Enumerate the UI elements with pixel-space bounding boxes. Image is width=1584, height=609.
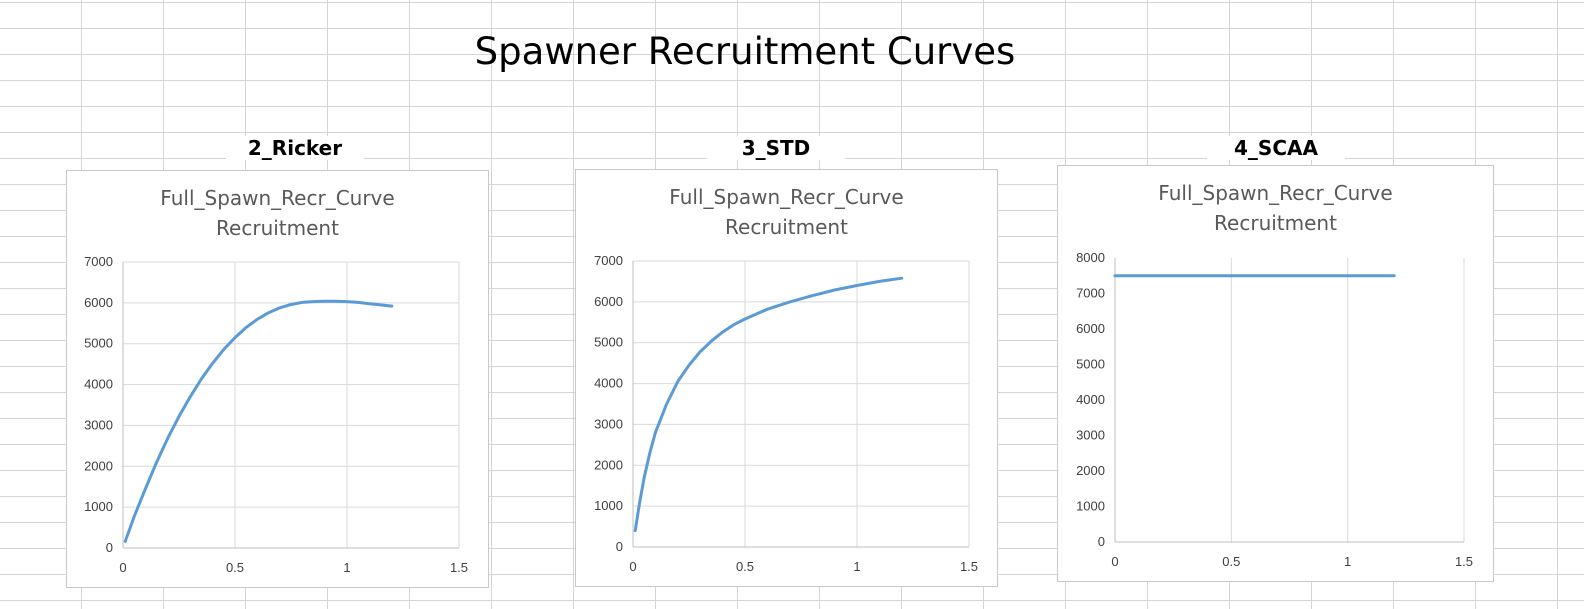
- label-ricker[interactable]: 2_Ricker: [226, 136, 364, 160]
- chart-ricker[interactable]: Full_Spawn_Recr_Curve Recruitment 0 1000 200…: [66, 170, 489, 588]
- x-tick-label: 1.5: [1455, 554, 1473, 569]
- x-tick-label: 0.5: [226, 560, 244, 575]
- x-tick-label: 0.5: [736, 559, 754, 574]
- chart-svg: Full_Spawn_Recr_Curve Recruitment 0 1000 200…: [84, 186, 468, 575]
- label-std[interactable]: 3_STD: [707, 136, 845, 160]
- chart-std[interactable]: Full_Spawn_Recr_Curve Recruitment 0 1000 200…: [575, 169, 998, 587]
- y-tick-label: 5000: [1076, 357, 1105, 372]
- chart-svg: Full_Spawn_Recr_Curve Recruitment 0 1000 200…: [1076, 181, 1473, 569]
- x-tick-label: 0: [1111, 554, 1118, 569]
- y-tick-label: 7000: [1076, 286, 1105, 301]
- y-tick-label: 1000: [594, 498, 623, 513]
- y-tick-label: 6000: [594, 294, 623, 309]
- y-tick-label: 5000: [594, 335, 623, 350]
- label-scaa[interactable]: 4_SCAA: [1207, 136, 1345, 160]
- y-tick-label: 2000: [1076, 463, 1105, 478]
- y-tick-label: 1000: [84, 499, 113, 514]
- x-tick-label: 1: [1344, 554, 1351, 569]
- y-tick-label: 4000: [1076, 392, 1105, 407]
- x-tick-label: 1.5: [450, 560, 468, 575]
- y-tick-label: 0: [106, 540, 113, 555]
- chart-scaa[interactable]: Full_Spawn_Recr_Curve Recruitment 0 1000 200…: [1057, 165, 1494, 582]
- x-tick-label: 0: [629, 559, 636, 574]
- series-line: [123, 299, 394, 543]
- x-tick-label: 1: [853, 559, 860, 574]
- chart-subtitle: Recruitment: [725, 215, 848, 239]
- y-tick-label: 8000: [1076, 250, 1105, 265]
- y-tick-label: 0: [616, 539, 623, 554]
- y-tick-label: 3000: [84, 417, 113, 432]
- y-tick-label: 0: [1098, 534, 1105, 549]
- y-tick-label: 1000: [1076, 499, 1105, 514]
- x-tick-label: 1.5: [960, 559, 978, 574]
- y-tick-label: 6000: [1076, 321, 1105, 336]
- chart-title: Full_Spawn_Recr_Curve: [1158, 181, 1392, 205]
- x-tick-label: 0.5: [1222, 554, 1240, 569]
- series-line: [633, 276, 904, 533]
- y-tick-label: 4000: [594, 376, 623, 391]
- y-tick-label: 2000: [84, 458, 113, 473]
- x-tick-label: 0: [119, 560, 126, 575]
- y-tick-label: 3000: [594, 416, 623, 431]
- y-tick-label: 4000: [84, 377, 113, 392]
- y-tick-label: 5000: [84, 336, 113, 351]
- page-title: Spawner Recruitment Curves: [474, 30, 1016, 73]
- chart-title: Full_Spawn_Recr_Curve: [160, 186, 394, 210]
- y-tick-label: 2000: [594, 457, 623, 472]
- y-tick-label: 3000: [1076, 428, 1105, 443]
- x-tick-label: 1: [343, 560, 350, 575]
- chart-subtitle: Recruitment: [216, 216, 339, 240]
- chart-subtitle: Recruitment: [1214, 211, 1337, 235]
- y-tick-label: 7000: [84, 254, 113, 269]
- chart-title: Full_Spawn_Recr_Curve: [669, 185, 903, 209]
- y-tick-label: 6000: [84, 295, 113, 310]
- chart-svg: Full_Spawn_Recr_Curve Recruitment 0 1000 200…: [594, 185, 978, 574]
- y-tick-label: 7000: [594, 253, 623, 268]
